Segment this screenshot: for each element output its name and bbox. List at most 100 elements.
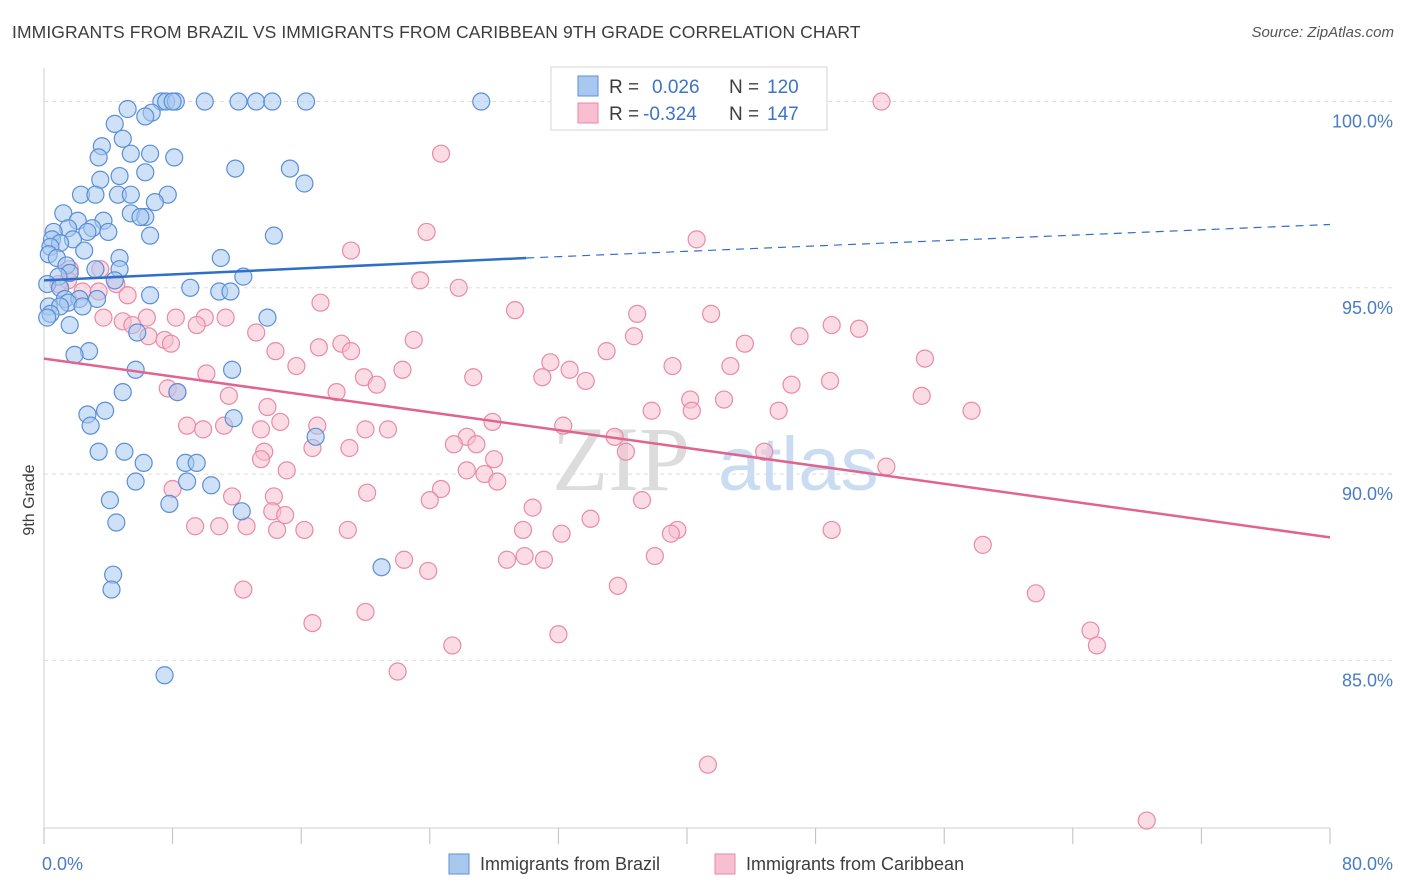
brazil-point-43 <box>140 226 160 245</box>
watermark: ZIP atlas <box>552 408 879 510</box>
caribbean-point-91 <box>877 457 896 476</box>
brazil-point-29 <box>86 185 105 204</box>
brazil-point-23 <box>110 166 129 186</box>
y-tick-label-1: 95.0% <box>1342 298 1393 318</box>
caribbean-point-132 <box>1087 636 1107 655</box>
caribbean-point-31 <box>624 327 644 346</box>
brazil-point-94 <box>187 453 206 473</box>
brazil-point-65 <box>221 282 240 301</box>
caribbean-point-120 <box>534 550 554 569</box>
brazil-point-102 <box>372 558 391 577</box>
caribbean-point-110 <box>267 520 287 540</box>
caribbean-point-4 <box>341 241 361 260</box>
caribbean-point-11 <box>449 278 468 297</box>
brazil-point-91 <box>89 442 108 461</box>
caribbean-point-38 <box>309 338 328 357</box>
caribbean-point-1 <box>431 144 451 163</box>
caribbean-point-67 <box>962 401 981 420</box>
caribbean-point-32 <box>790 327 809 346</box>
brazil-trend-dashed <box>526 223 1331 259</box>
brazil-point-14 <box>113 129 132 148</box>
trend-lines <box>43 223 1331 539</box>
brazil-point-78 <box>128 323 147 342</box>
caribbean-point-116 <box>552 524 571 543</box>
brazil-point-21 <box>280 159 300 178</box>
caribbean-point-22 <box>216 308 235 327</box>
brazil-point-52 <box>211 248 230 268</box>
caribbean-point-118 <box>515 546 534 566</box>
caribbean-point-54 <box>820 371 840 391</box>
caribbean-point-122 <box>497 550 517 569</box>
caribbean-point-18 <box>702 304 721 323</box>
brazil-point-8 <box>296 92 316 111</box>
caribbean-point-23 <box>137 308 156 327</box>
caribbean-point-53 <box>576 371 595 391</box>
brazil-point-42 <box>99 222 118 242</box>
caribbean-point-39 <box>266 342 285 361</box>
caribbean-point-112 <box>513 520 533 540</box>
brazil-point-49 <box>75 241 94 260</box>
brazil-point-16 <box>121 144 140 163</box>
caribbean-point-15 <box>311 293 330 312</box>
caribbean-point-3 <box>687 230 706 249</box>
stat-n-value-2: 147 <box>767 104 799 125</box>
y-tick-label-3: 85.0% <box>1342 670 1393 690</box>
legend-caribbean-swatch <box>714 853 736 875</box>
caribbean-point-114 <box>822 520 841 540</box>
caribbean-point-51 <box>464 368 483 387</box>
caribbean-point-105 <box>581 509 600 528</box>
brazil-point-6 <box>247 92 266 111</box>
caribbean-point-92 <box>457 461 476 480</box>
caribbean-point-70 <box>177 416 197 435</box>
brazil-point-18 <box>89 148 108 167</box>
y-tick-label-0: 100.0% <box>1332 112 1393 132</box>
brazil-point-13 <box>105 114 124 133</box>
brazil-point-22 <box>136 163 155 182</box>
tick-labels: 100.0% 95.0% 90.0% 85.0% 0.0% 80.0% <box>42 112 1393 874</box>
caribbean-point-40 <box>341 342 361 361</box>
brazil-point-89 <box>306 427 325 446</box>
caribbean-point-125 <box>234 580 253 599</box>
brazil-point-99 <box>160 494 179 513</box>
caribbean-point-64 <box>258 397 277 417</box>
brazil-point-3 <box>163 92 182 111</box>
caribbean-point-28 <box>849 319 869 338</box>
caribbean-point-21 <box>94 308 113 327</box>
caribbean-point-99 <box>222 487 242 506</box>
brazil-point-44 <box>264 226 283 245</box>
brazil-point-98 <box>100 491 120 510</box>
stat-n-label-1: N = <box>729 77 759 98</box>
caribbean-point-34 <box>404 330 423 350</box>
stat-r-value-2: -0.324 <box>643 104 697 125</box>
caribbean-point-134 <box>698 755 717 774</box>
brazil-point-96 <box>177 472 197 491</box>
caribbean-point-45 <box>721 356 740 376</box>
caribbean-point-127 <box>356 602 375 622</box>
brazil-point-69 <box>87 289 107 309</box>
caribbean-point-115 <box>661 524 681 543</box>
brazil-point-19 <box>165 148 184 167</box>
caribbean-point-107 <box>186 517 205 536</box>
brazil-point-12 <box>118 99 137 119</box>
caribbean-point-78 <box>194 420 213 439</box>
brazil-point-97 <box>202 476 221 495</box>
caribbean-point-84 <box>467 435 486 454</box>
caribbean-point-61 <box>714 390 734 409</box>
caribbean-point-68 <box>682 401 701 420</box>
stat-r-value-1: 0.026 <box>652 77 700 98</box>
brazil-point-25 <box>295 174 314 193</box>
caribbean-point-89 <box>485 450 504 469</box>
brazil-point-5 <box>229 92 248 111</box>
brazil-point-35 <box>131 207 150 227</box>
legend-caribbean-label: Immigrants from Caribbean <box>746 854 964 874</box>
brazil-point-95 <box>126 472 145 491</box>
caribbean-point-2 <box>417 222 436 242</box>
caribbean-point-7 <box>411 271 430 290</box>
stat-n-value-1: 120 <box>767 77 799 98</box>
brazil-point-4 <box>195 92 214 111</box>
brazil-point-84 <box>168 383 187 402</box>
caribbean-point-87 <box>616 442 636 461</box>
caribbean-point-88 <box>755 442 774 461</box>
caribbean-point-77 <box>378 420 398 439</box>
